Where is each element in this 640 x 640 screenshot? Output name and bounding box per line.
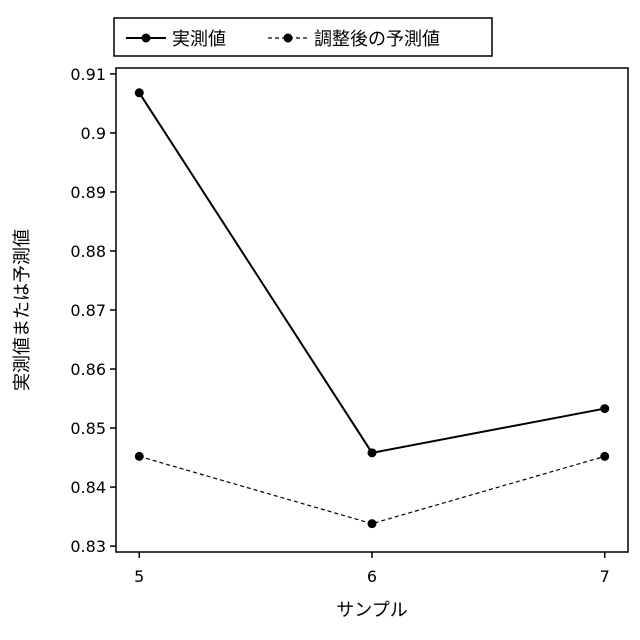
y-tick-label: 0.86 [70, 360, 106, 379]
data-point [600, 452, 609, 461]
data-point [135, 452, 144, 461]
data-point [135, 88, 144, 97]
legend-label: 実測値 [172, 29, 226, 50]
y-axis: 0.83 0.84 0.85 0.86 0.87 0.88 0.89 0.9 0.91 [70, 65, 116, 556]
y-tick-label: 0.9 [81, 124, 106, 143]
series-2 [135, 452, 609, 528]
y-tick-label: 0.85 [70, 419, 106, 438]
legend-swatch-marker [284, 34, 293, 43]
y-tick-label: 0.88 [70, 242, 106, 261]
legend-label: 調整後の予測値 [314, 29, 440, 50]
y-tick-label: 0.83 [70, 537, 106, 556]
x-axis: 5 6 7 [134, 552, 610, 586]
y-axis-title: 実測値または予測値 [12, 229, 33, 391]
data-point [368, 519, 377, 528]
data-point [600, 404, 609, 413]
series-line [139, 456, 604, 523]
series-line [139, 93, 604, 453]
data-point [368, 448, 377, 457]
y-tick-label: 0.87 [70, 301, 106, 320]
legend: 実測値 調整後の予測値 [114, 18, 492, 56]
series-layer [135, 88, 609, 528]
x-tick-label: 5 [134, 567, 144, 586]
x-tick-label: 6 [367, 567, 377, 586]
series-1 [135, 88, 609, 457]
legend-swatch-marker [142, 34, 151, 43]
y-tick-label: 0.91 [70, 65, 106, 84]
y-tick-label: 0.89 [70, 183, 106, 202]
y-tick-label: 0.84 [70, 478, 106, 497]
plot-area-frame [116, 68, 628, 552]
x-axis-title: サンプル [336, 600, 407, 621]
x-tick-label: 7 [600, 567, 610, 586]
